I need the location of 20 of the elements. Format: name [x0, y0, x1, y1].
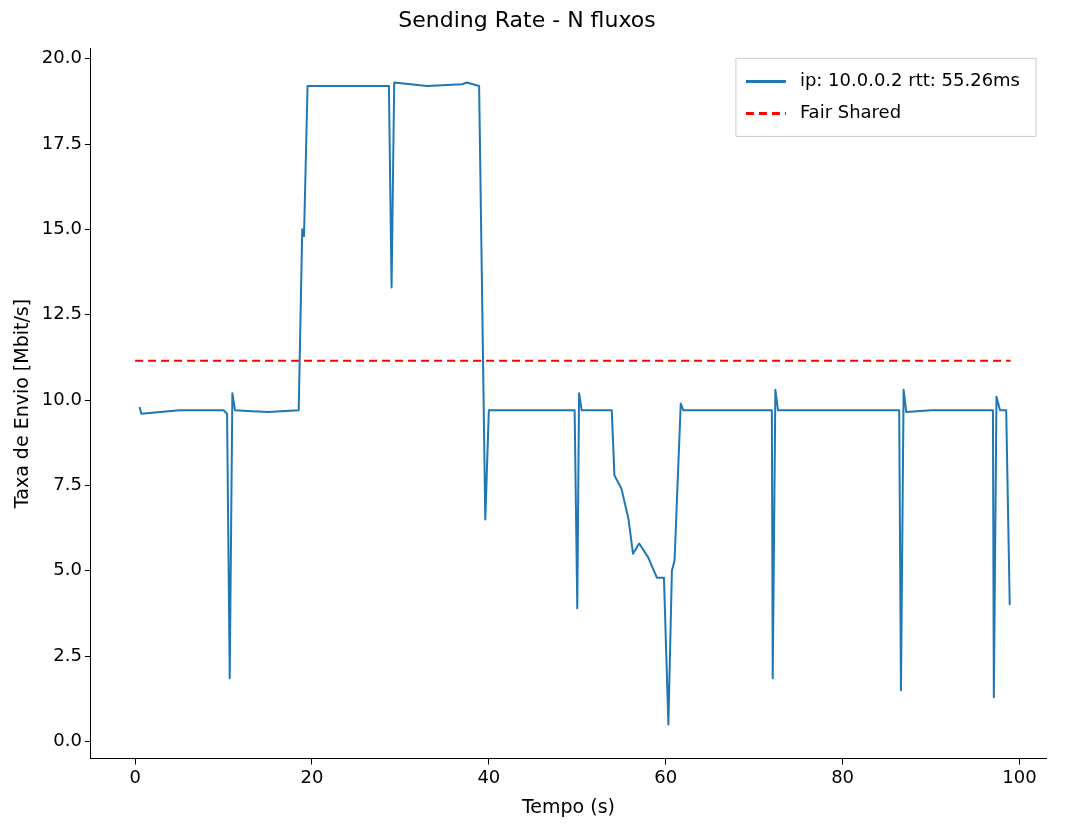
y-tick-label: 0.0 — [53, 729, 82, 751]
y-tick-label: 5.0 — [53, 558, 82, 580]
y-tick-label: 12.5 — [41, 302, 82, 324]
legend-label: Fair Shared — [799, 101, 902, 123]
chart-title: Sending Rate - N fluxos — [398, 6, 656, 32]
y-tick-label: 2.5 — [53, 643, 82, 665]
x-tick-label: 20 — [300, 766, 324, 788]
x-tick-label: 0 — [129, 766, 141, 788]
y-tick-label: 10.0 — [41, 387, 82, 409]
y-tick-label: 15.0 — [41, 217, 82, 239]
x-tick-label: 80 — [831, 766, 855, 788]
legend-label: ip: 10.0.0.2 rtt: 55.26ms — [799, 69, 1020, 91]
y-tick-label: 20.0 — [41, 46, 82, 68]
y-tick-label: 7.5 — [53, 473, 82, 495]
x-tick-label: 100 — [1002, 766, 1037, 788]
x-axis-title: Tempo (s) — [520, 794, 615, 817]
y-axis-title: Taxa de Envio [Mbit/s] — [10, 298, 33, 510]
x-tick-label: 60 — [654, 766, 678, 788]
y-tick-label: 17.5 — [41, 131, 82, 153]
x-tick-label: 40 — [477, 766, 501, 788]
